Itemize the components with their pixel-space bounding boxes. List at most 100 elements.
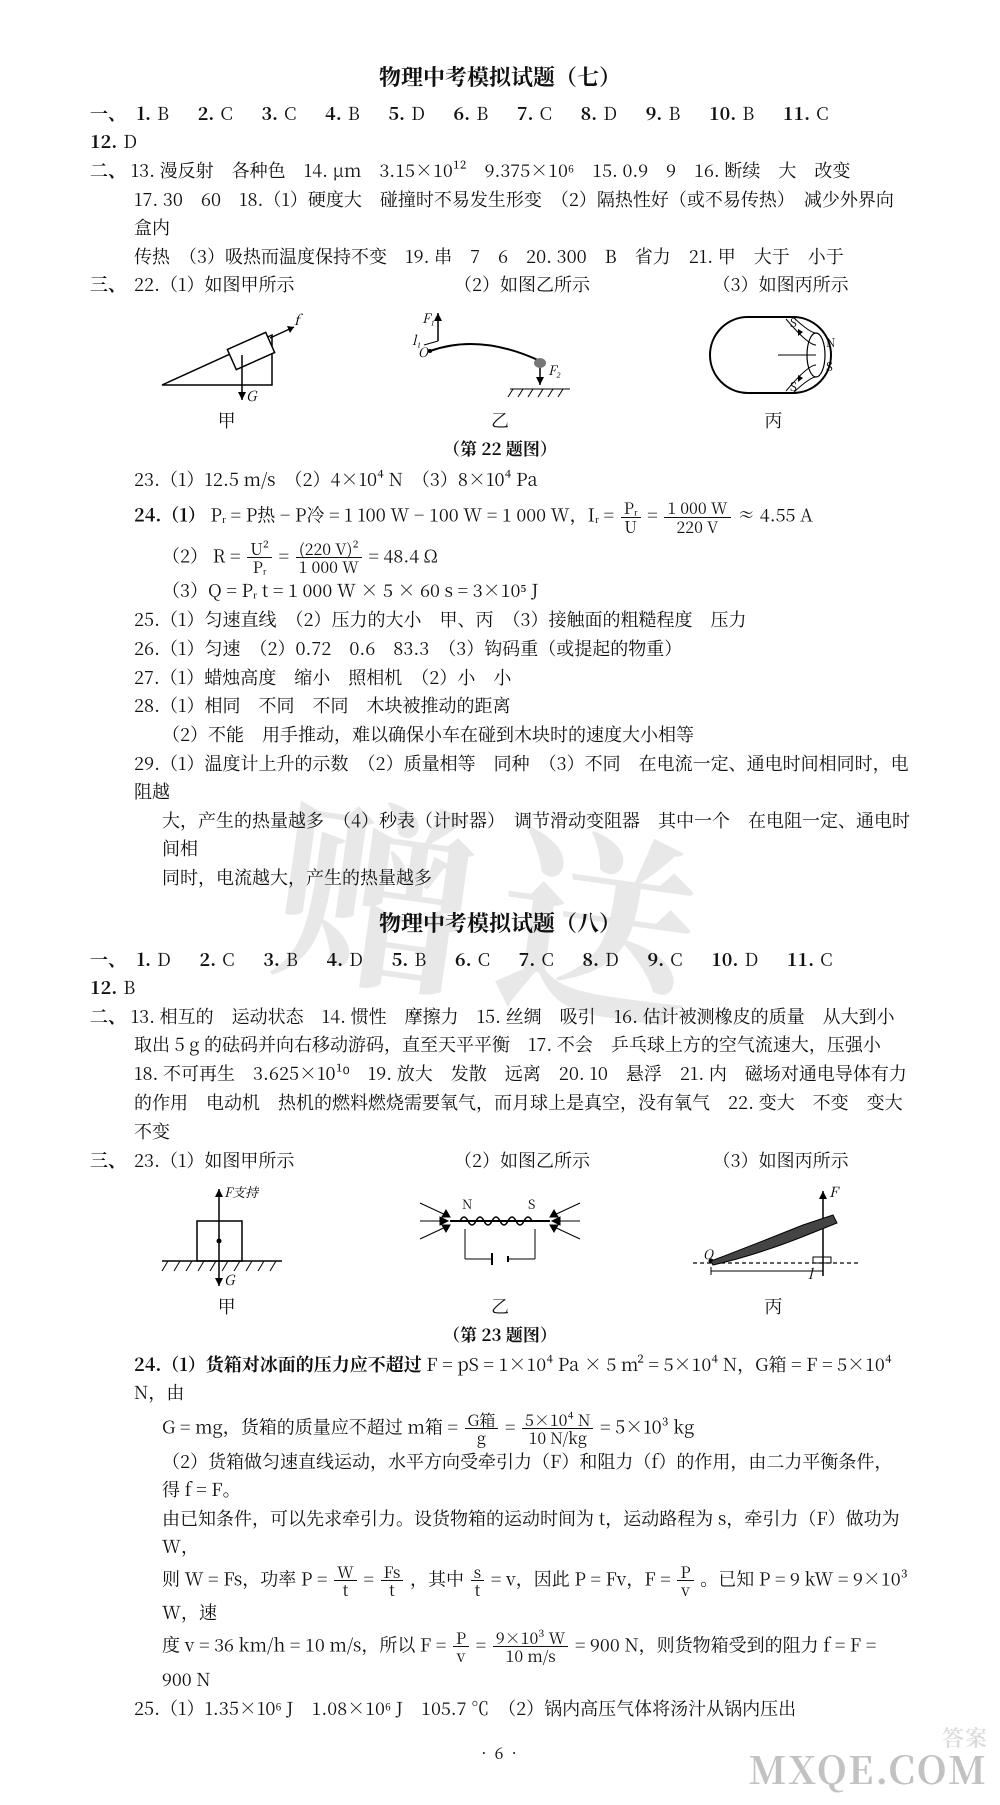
p8-q25: 25.（1）1.35×10⁶ J 1.08×10⁶ J 105.7 ℃ （2）锅… [90,1695,910,1723]
p8-q24b3: 则 W = Fs，功率 P = Wt = Fst ，其中 st = v，因此 P… [90,1563,910,1627]
p7-a6: B [476,100,488,126]
p7-fig22-a: f G 甲 [90,305,363,435]
svg-text:N: N [826,334,836,351]
p7-sec2-l2: 17. 30 60 18.（1）硬度大 碰撞时不易发生形变 （2）隔热性好（或不… [90,186,910,242]
p8-q24a2-eq: = [505,1414,520,1440]
p8-a2n: 2. [200,946,217,972]
p8-q24a-pre: 24.（1）货箱对冰面的压力应不超过 [134,1351,426,1377]
p8-a2: C [222,946,234,972]
p7-q24b-tail: = 48.4 Ω [368,542,437,568]
svg-text:S: S [826,358,833,375]
p7-sec2-l3: 传热 （3）吸热而温度保持不变 19. 串 7 6 20. 300 B 省力 2… [90,243,910,271]
p8-a11n: 11. [787,946,814,972]
p7-q24b-f2d: 1 000 W [296,558,362,576]
p8-sec2-l3: 18. 不可再生 3.625×10¹⁰ 19. 放大 发散 远离 20. 10 … [90,1060,910,1088]
p8-a5: B [414,946,426,972]
p7-a11n: 11. [783,100,810,126]
p8-sec3-label: 三、 [90,1147,134,1175]
p7-a12: D [123,128,137,154]
svg-text:F支持: F支持 [224,1182,260,1201]
p8-fig23-b: N S 乙 [363,1181,636,1321]
p7-q24b-eq: = [279,542,294,568]
p7-a3: C [284,100,296,126]
paper7-title: 物理中考模拟试题（七） [90,60,910,94]
paper8-title: 物理中考模拟试题（八） [90,906,910,940]
p7-q23: 23.（1）12.5 m/s （2）4×10⁴ N （3）8×10⁴ Pa [90,466,910,494]
p7-fig22-row: f G 甲 F₁ l₁ O [90,305,910,435]
p8-a6n: 6. [455,946,472,972]
p7-q24b-pre: （2） [162,542,208,568]
p8-q24b4-f1d: v [453,1647,469,1665]
p7-sec1: 一、 1.B 2.C 3.C 4.B 5.D 6.B 7.C 8.D 9.B 1… [90,100,910,156]
p7-a9n: 9. [646,100,663,126]
p8-a3n: 3. [263,946,280,972]
p8-fig23-c: F O l 丙 [637,1181,910,1321]
p7-q24a-f2d: 220 V [664,518,730,536]
p7-a6n: 6. [454,100,471,126]
p8-q24b3-f2d: t [381,1581,404,1599]
svg-text:N: N [462,1194,472,1213]
p8-q23b: （2）如图乙所示 [393,1147,652,1175]
p8-a1n: 1. [137,946,151,972]
p7-q28a: 28.（1）相同 不同 不同 木块被推动的距离 [90,692,910,720]
p7-a12n: 12. [90,128,117,154]
p7-a10n: 10. [709,100,736,126]
p8-a9: C [670,946,682,972]
p8-q24b3-mid: ，其中 [410,1565,469,1591]
p7-a4n: 4. [325,100,342,126]
p8-q24b4-pre: 度 v = 36 km/h = 10 m/s，所以 F = [162,1631,451,1657]
p8-sec2-l1: 二、 13. 相互的 运动状态 14. 惯性 摩擦力 15. 丝绸 吸引 16.… [90,1003,910,1031]
p7-fig22-b: F₁ l₁ O F₂ [363,305,636,435]
p8-a12n: 12. [90,974,117,1000]
p7-sec3-label: 三、 [90,271,134,299]
p7-q29a: 29.（1）温度计上升的示数 （2）质量相等 同种 （3）不同 在电流一定、通电… [90,750,910,806]
p8-fig23b-label: 乙 [363,1293,636,1321]
p7-a4: B [348,100,360,126]
svg-text:F: F [829,1182,840,1202]
p8-a8: D [605,946,619,972]
p8-sec1: 一、 1.D 2.C 3.B 4.D 5.B 6.C 7.C 8.D 9.C 1… [90,946,910,1002]
p8-q24a2-f2d: 10 N/kg [522,1429,593,1447]
p8-sec2-l2: 取出 5 g 的砝码并向右移动游码，直至天平平衡 17. 不会 乒乓球上方的空气… [90,1031,910,1059]
p8-a10n: 10. [711,946,738,972]
p8-sec3-q23: 三、 23.（1）如图甲所示 （2）如图乙所示 （3）如图丙所示 [90,1147,910,1175]
p7-q24a-pre: 24.（1） [134,502,206,528]
p8-q24b3-eq: = [363,1565,378,1591]
p8-fig23a-label: 甲 [90,1293,363,1321]
p7-q24a-eq: = [647,502,662,528]
svg-text:F₂: F₂ [548,360,561,379]
p8-a11: C [820,946,832,972]
p8-q24a2-pre: G = mg，货箱的质量应不超过 m箱 = [162,1414,463,1440]
p7-a3n: 3. [261,100,278,126]
p7-q24a-f1d: U [621,518,641,536]
p7-q25: 25.（1）匀速直线 （2）压力的大小 甲、丙 （3）接触面的粗糙程度 压力 [90,606,910,634]
p8-a6: C [478,946,490,972]
p8-sec1-label: 一、 [90,946,126,972]
p8-q24b5: 900 N [90,1666,910,1694]
p7-q28b: （2）不能 用手推动，难以确保小车在碰到木块时的速度大小相等 [90,721,910,749]
p7-q26: 26.（1）匀速 （2）0.72 0.6 83.3 （3）钩码重（或提起的物重） [90,635,910,663]
p8-q24b3-f1d: t [334,1581,357,1599]
p8-sec2-l5: 不变 [90,1118,910,1146]
p8-q24a2: G = mg，货箱的质量应不超过 m箱 = G箱g = 5×10⁴ N10 N/… [90,1411,910,1447]
p7-sec2-t1: 13. 漫反射 各种色 14. μm 3.15×10¹² 9.375×10⁶ 1… [131,157,851,183]
p7-a10: B [742,100,754,126]
p7-sec2-l1: 二、 13. 漫反射 各种色 14. μm 3.15×10¹² 9.375×10… [90,157,910,185]
p8-q23a: 23.（1）如图甲所示 [134,1147,393,1175]
p7-sec2-label: 二、 [90,157,126,183]
p7-q24b-f1d: Pᵣ [247,558,272,576]
p8-a7: C [541,946,553,972]
p8-sec2-label: 二、 [90,1003,126,1029]
p8-a4: D [349,946,363,972]
p7-a2n: 2. [198,100,215,126]
p7-sec3-q22: 三、 22.（1）如图甲所示 （2）如图乙所示 （3）如图丙所示 [90,271,910,299]
p7-fig22a-label: 甲 [90,407,363,435]
p7-q24b-t: R = [213,542,246,568]
p8-a3: B [286,946,298,972]
p8-q24b2: 由已知条件，可以先求牵引力。设货物箱的运动时间为 t，运动路程为 s，牵引力（F… [90,1505,910,1561]
p7-q29b: 大，产生的热量越多 （4）秒表（计时器） 调节滑动变阻器 其中一个 在电阻一定、… [90,807,910,863]
p7-a11: C [816,100,828,126]
p8-a7n: 7. [519,946,536,972]
p7-q22a: 22.（1）如图甲所示 [134,271,393,299]
p8-q24b3-f3n: s [471,1563,485,1582]
